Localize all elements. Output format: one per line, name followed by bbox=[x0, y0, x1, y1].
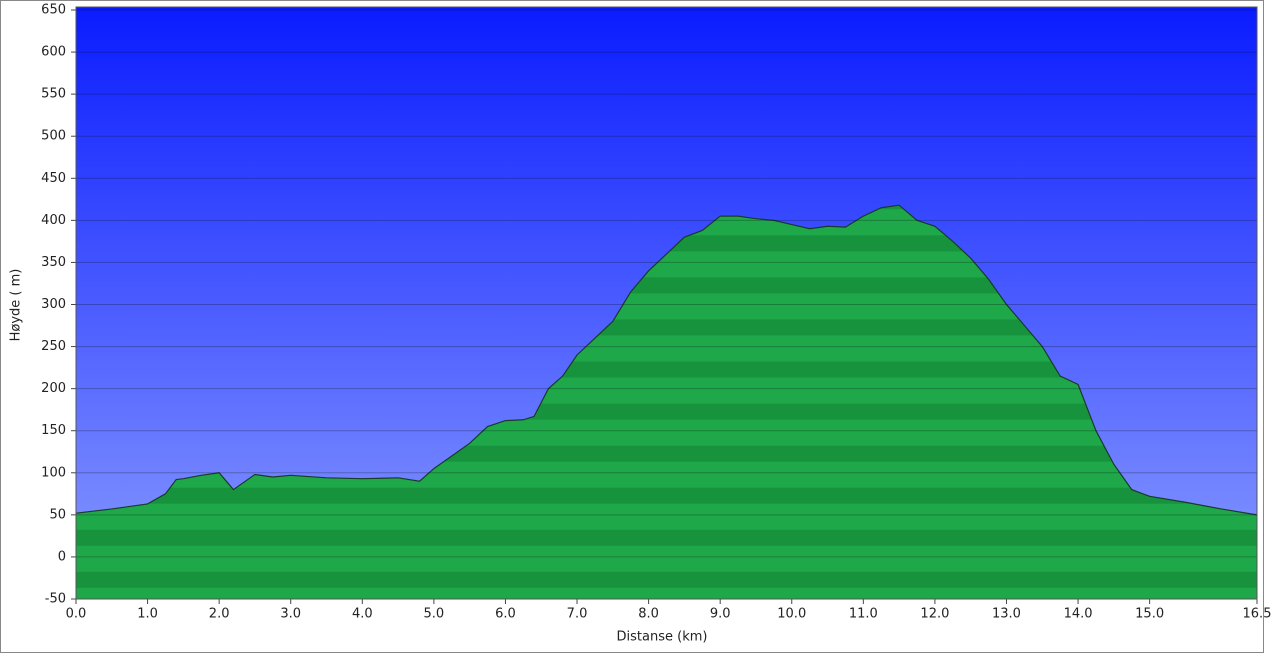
x-tick-label: 7.0 bbox=[567, 607, 588, 622]
x-tick-label: 13.0 bbox=[992, 607, 1021, 622]
x-tick-label: 11.0 bbox=[849, 607, 878, 622]
y-tick-label: 650 bbox=[41, 3, 66, 18]
x-tick-label: 15.0 bbox=[1135, 607, 1164, 622]
x-tick-label: 3.0 bbox=[280, 607, 301, 622]
y-tick-label: 400 bbox=[41, 213, 66, 228]
elevation-area bbox=[76, 205, 1257, 599]
x-tick-label: 2.0 bbox=[209, 607, 230, 622]
x-tick-label: 14.0 bbox=[1064, 607, 1093, 622]
y-axis-label: Høyde ( m) bbox=[9, 269, 24, 342]
y-tick-label: 550 bbox=[41, 87, 66, 102]
x-tick-label: 12.0 bbox=[920, 607, 949, 622]
x-tick-label: 10.0 bbox=[777, 607, 806, 622]
x-tick-label: 0.0 bbox=[66, 607, 87, 622]
elevation-line bbox=[75, 204, 1258, 516]
x-tick-label: 6.0 bbox=[495, 607, 516, 622]
plot-border bbox=[75, 6, 1258, 600]
y-tick-label: 350 bbox=[41, 255, 66, 270]
y-tick-label: 50 bbox=[49, 507, 66, 522]
x-tick-label: 4.0 bbox=[352, 607, 373, 622]
x-tick-label: 9.0 bbox=[710, 607, 731, 622]
x-tick-label: 1.0 bbox=[137, 607, 158, 622]
y-tick-label: 450 bbox=[41, 171, 66, 186]
y-tick-label: 0 bbox=[58, 549, 66, 564]
y-tick-label: 200 bbox=[41, 381, 66, 396]
x-tick-label: 5.0 bbox=[424, 607, 445, 622]
y-tick-label: 100 bbox=[41, 465, 66, 480]
y-tick-label: 300 bbox=[41, 297, 66, 312]
x-axis-label: Distanse (km) bbox=[617, 630, 708, 645]
y-tick-label: 250 bbox=[41, 339, 66, 354]
x-tick-label: 16.5 bbox=[1243, 607, 1272, 622]
x-tick-label: 8.0 bbox=[638, 607, 659, 622]
y-tick-label: 500 bbox=[41, 129, 66, 144]
y-tick-label: 150 bbox=[41, 423, 66, 438]
y-tick-label: -50 bbox=[45, 592, 66, 607]
y-tick-label: 600 bbox=[41, 45, 66, 60]
